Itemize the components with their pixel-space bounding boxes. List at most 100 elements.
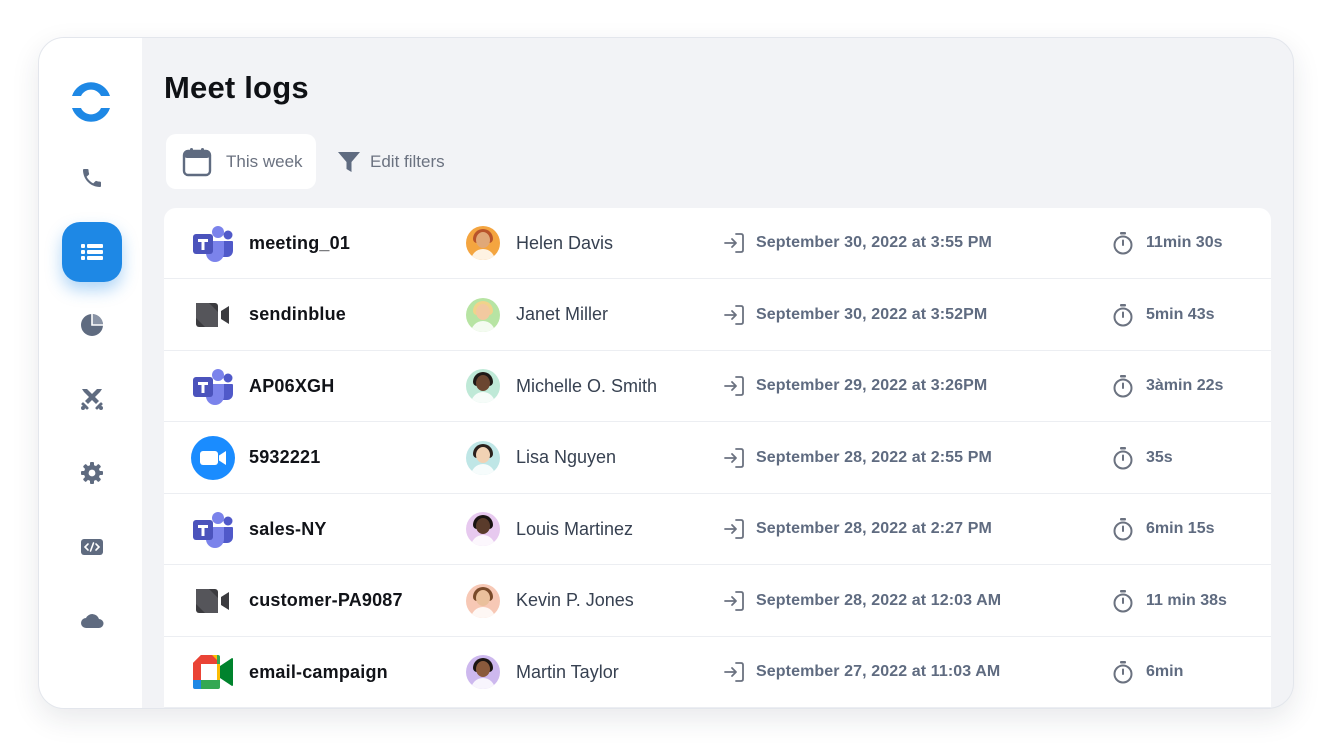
table-row[interactable]: 5932221 Lisa Nguyen September 28, 2022 a… xyxy=(164,423,1271,494)
nav-analytics[interactable] xyxy=(62,295,122,355)
joined-at: September 30, 2022 at 3:52PM xyxy=(756,305,988,323)
swords-icon xyxy=(81,389,103,410)
meeting-name: sendinblue xyxy=(249,304,347,324)
code-icon xyxy=(81,539,103,555)
nav-cloud[interactable] xyxy=(62,591,122,651)
camera-icon xyxy=(191,293,235,337)
joined-at-cell: September 28, 2022 at 12:03 AM xyxy=(722,566,1001,636)
duration-cell: 5min 43s xyxy=(1112,280,1214,350)
zoom-icon xyxy=(191,435,235,480)
table-row[interactable]: email-campaign Martin Taylor September 2… xyxy=(164,637,1271,708)
duration-cell: 35s xyxy=(1112,423,1173,493)
duration: 11min 30s xyxy=(1146,234,1223,251)
meeting-cell: sales-NY xyxy=(191,494,327,564)
table-row[interactable]: sendinblue Janet Miller September 30, 20… xyxy=(164,280,1271,351)
joined-at: September 28, 2022 at 2:27 PM xyxy=(756,520,992,537)
joined-at-cell: September 30, 2022 at 3:55 PM xyxy=(722,208,992,278)
meeting-cell: sendinblue xyxy=(191,280,346,350)
stopwatch-icon xyxy=(1113,232,1133,255)
meet-icon xyxy=(191,650,235,694)
participant-name: Louis Martinez xyxy=(516,518,634,539)
nav-settings[interactable] xyxy=(62,443,122,503)
participant-name: Lisa Nguyen xyxy=(516,447,617,467)
stopwatch-icon xyxy=(1113,661,1133,684)
meeting-name: email-campaign xyxy=(249,661,388,682)
meeting-cell: meeting_01 xyxy=(191,208,350,278)
list-icon xyxy=(81,244,103,260)
teams-icon xyxy=(191,507,235,551)
joined-at-cell: September 28, 2022 at 2:27 PM xyxy=(722,494,992,564)
nav-calls[interactable] xyxy=(62,148,122,208)
meeting-cell: email-campaign xyxy=(191,637,388,707)
participant-name: Michelle O. Smith xyxy=(516,375,658,396)
nav-developer[interactable] xyxy=(62,517,122,577)
duration: 5min 43s xyxy=(1146,305,1215,323)
duration-cell: 3àmin 22s xyxy=(1112,351,1223,421)
avatar xyxy=(466,583,500,618)
duration: 11 min 38s xyxy=(1146,591,1227,609)
participant-cell: Janet Miller xyxy=(466,280,608,350)
sign-in-icon xyxy=(724,519,744,539)
meeting-name: sales-NY xyxy=(249,518,327,539)
meeting-name: meeting_01 xyxy=(249,232,351,253)
duration-cell: 6min xyxy=(1112,637,1183,707)
sign-in-icon xyxy=(724,590,744,611)
filter-icon xyxy=(338,152,360,172)
sign-in-icon xyxy=(724,662,744,682)
participant-name: Janet Miller xyxy=(516,304,609,324)
joined-at: September 30, 2022 at 3:55 PM xyxy=(756,234,992,251)
joined-at: September 28, 2022 at 2:55 PM xyxy=(756,448,992,466)
table-row[interactable]: AP06XGH Michelle O. Smith September 29, … xyxy=(164,351,1271,422)
meeting-cell: 5932221 xyxy=(191,423,320,493)
duration: 35s xyxy=(1146,448,1173,466)
duration-cell: 11 min 38s xyxy=(1112,566,1227,636)
stopwatch-icon xyxy=(1113,303,1133,326)
participant-cell: Michelle O. Smith xyxy=(466,351,657,421)
participant-name: Helen Davis xyxy=(516,232,614,253)
edit-filters-button[interactable]: Edit filters xyxy=(336,144,445,180)
edit-filters-label: Edit filters xyxy=(370,152,445,171)
participant-cell: Martin Taylor xyxy=(466,637,619,707)
nav-battle[interactable] xyxy=(62,369,122,429)
nav-logs[interactable] xyxy=(62,222,122,282)
duration: 6min xyxy=(1146,663,1184,680)
camera-icon xyxy=(191,579,235,623)
stopwatch-icon xyxy=(1113,446,1133,469)
duration: 6min 15s xyxy=(1146,520,1215,537)
joined-at: September 29, 2022 at 3:26PM xyxy=(756,377,988,394)
duration-cell: 11min 30s xyxy=(1112,208,1223,278)
participant-name: Martin Taylor xyxy=(516,661,619,682)
meeting-name: AP06XGH xyxy=(249,375,335,396)
joined-at: September 28, 2022 at 12:03 AM xyxy=(756,591,1002,609)
page-title: Meet logs xyxy=(164,70,309,105)
meeting-cell: AP06XGH xyxy=(191,351,334,421)
pie-chart-icon xyxy=(81,314,103,336)
participant-cell: Kevin P. Jones xyxy=(466,566,634,636)
joined-at-cell: September 27, 2022 at 11:03 AM xyxy=(722,637,1000,707)
duration-cell: 6min 15s xyxy=(1112,494,1214,564)
phone-icon xyxy=(83,169,101,187)
table-row[interactable]: customer-PA9087 Kevin P. Jones September… xyxy=(164,566,1271,637)
calendar-icon xyxy=(182,147,212,176)
teams-icon xyxy=(191,364,235,408)
table-row[interactable]: meeting_01 Helen Davis September 30, 202… xyxy=(164,208,1271,279)
participant-cell: Louis Martinez xyxy=(466,494,633,564)
stopwatch-icon xyxy=(1113,375,1133,398)
participant-name: Kevin P. Jones xyxy=(516,590,634,610)
avatar xyxy=(466,297,500,332)
sign-in-icon xyxy=(724,304,744,325)
joined-at-cell: September 29, 2022 at 3:26PM xyxy=(722,351,987,421)
meeting-name: 5932221 xyxy=(249,447,321,467)
logo xyxy=(72,82,110,122)
joined-at-cell: September 30, 2022 at 3:52PM xyxy=(722,280,987,350)
joined-at-cell: September 28, 2022 at 2:55 PM xyxy=(722,423,992,493)
meeting-name: customer-PA9087 xyxy=(249,590,403,610)
date-range-label: This week xyxy=(226,151,303,171)
sign-in-icon xyxy=(724,376,744,396)
stopwatch-icon xyxy=(1113,518,1133,541)
sign-in-icon xyxy=(724,447,744,468)
avatar xyxy=(466,512,500,546)
participant-cell: Lisa Nguyen xyxy=(466,423,616,493)
date-range-filter[interactable]: This week xyxy=(166,134,316,189)
table-row[interactable]: sales-NY Louis Martinez September 28, 20… xyxy=(164,494,1271,565)
